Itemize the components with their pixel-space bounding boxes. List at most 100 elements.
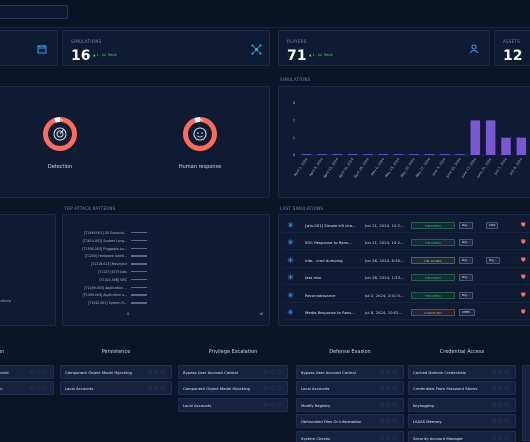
technique-card[interactable]: Local Accounts ◌◌◌ [296, 381, 404, 396]
bar[interactable] [301, 154, 312, 155]
technique-actions[interactable]: ◌◌◌ [263, 385, 283, 392]
technique-actions[interactable]: ◌◌◌ [263, 369, 283, 375]
stat-card-simulations[interactable]: SIMULATIONS 16 ▲ 1 · Jul Trend [62, 30, 270, 66]
calendar-icon [37, 44, 47, 57]
technique-card[interactable]: Component Object Model Hijacking ◌◌◌ [60, 365, 172, 379]
bar[interactable] [455, 154, 465, 155]
human-response-bottom-value: 95 % [194, 145, 203, 149]
technique-card[interactable]: ntation ◌◌◌ [0, 381, 54, 396]
technique-card[interactable]: Obfuscated Files Or Information ◌◌◌ [296, 414, 404, 429]
bar[interactable] [470, 120, 481, 155]
bar[interactable] [317, 154, 327, 155]
attack-pattern-bar[interactable] [131, 278, 147, 281]
attack-pattern-label: [T1218.013] Mavinject [90, 262, 127, 267]
status-badge: ON-GOING [411, 256, 455, 264]
attack-pattern-bar[interactable] [131, 232, 147, 234]
attack-pattern-bar[interactable] [131, 286, 147, 288]
technique-actions[interactable]: ◌◌◌ [147, 385, 167, 392]
bar[interactable] [409, 154, 419, 155]
attack-pattern-label: [T1499.004] Application o... [82, 293, 127, 298]
technique-card[interactable]: Bypass User Account Control ◌◌◌ [178, 365, 288, 379]
technique-actions[interactable]: ◌◌◌ [491, 418, 511, 425]
simulations-chart-title: SIMULATIONS [280, 77, 311, 82]
technique-card[interactable]: LSASS Memory ◌◌◌ [408, 414, 516, 429]
technique-actions[interactable]: ◌◌◌ [379, 369, 399, 375]
shield-icon[interactable]: ⛊ [521, 256, 526, 264]
technique-label: ntation [0, 386, 3, 392]
y-tick-label: 1 [293, 136, 295, 140]
bar[interactable] [393, 154, 404, 155]
simulation-row[interactable]: ✳ Reconnaissance Jul 2, 2024, 2:41:0... … [283, 289, 530, 303]
network-icon: ✳ [287, 221, 294, 230]
shield-icon[interactable]: ⛊ [521, 309, 526, 316]
search-input[interactable] [0, 5, 68, 19]
shield-icon[interactable]: ⛊ [521, 222, 526, 229]
tag-chip[interactable]: Rig... [459, 222, 473, 229]
stat-card-players[interactable]: PLAYERS 71 ▲ 1 · Jul Trend [278, 30, 490, 66]
shield-icon[interactable]: ⛊ [521, 274, 526, 282]
y-tick-label: 0 [293, 153, 296, 157]
technique-card[interactable]: Command ◌◌◌ [0, 365, 54, 379]
bar[interactable] [332, 154, 343, 155]
technique-actions[interactable]: ◌◌◌ [491, 401, 511, 408]
technique-card[interactable]: Component Object Model Hijacking ◌◌◌ [178, 381, 288, 396]
attack-pattern-bar[interactable] [131, 247, 147, 249]
human-response-donut[interactable] [183, 117, 217, 151]
simulation-row[interactable]: ✳ SOC Response to Rans... Jun 21, 2024, … [283, 236, 530, 251]
attack-pattern-bar[interactable] [131, 239, 147, 242]
tag-chip[interactable]: Rig... [459, 239, 473, 247]
technique-card[interactable]: Modify Registry ◌◌◌ [296, 397, 404, 412]
shield-icon[interactable]: ⛊ [521, 291, 526, 299]
attack-pattern-bar[interactable] [131, 263, 147, 265]
attack-pattern-bar[interactable] [131, 294, 147, 296]
bar[interactable] [501, 137, 511, 155]
technique-actions[interactable]: ◌◌◌ [379, 385, 399, 392]
attack-pattern-bar[interactable] [131, 271, 147, 273]
technique-actions[interactable]: ◌◌◌ [29, 385, 49, 392]
bar[interactable] [347, 154, 358, 155]
technique-actions[interactable]: ◌◌◌ [379, 418, 399, 425]
y-tick-label: 2 [293, 119, 295, 123]
simulation-row[interactable]: ✳ Media Response to Rans... Jul 8, 2024,… [283, 306, 530, 320]
detection-donut[interactable] [43, 117, 77, 151]
x-tick-label: June 24, 2024 [475, 157, 492, 179]
bar[interactable] [485, 120, 496, 155]
attack-pattern-bar[interactable] [131, 255, 147, 257]
technique-actions[interactable]: ◌◌◌ [491, 369, 511, 375]
technique-card-partial[interactable] [522, 365, 530, 441]
attack-pattern-bar[interactable] [131, 302, 147, 304]
technique-card[interactable]: Cached Domain Credentials ◌◌◌ [408, 365, 516, 379]
bar[interactable] [439, 154, 450, 155]
bar[interactable] [378, 154, 389, 155]
shield-icon[interactable]: ⛊ [521, 239, 526, 247]
technique-actions[interactable]: ◌◌◌ [263, 401, 283, 408]
technique-actions[interactable]: ◌◌◌ [147, 369, 167, 375]
technique-card[interactable]: Bypass User Account Control ◌◌◌ [296, 365, 404, 379]
technique-actions[interactable]: ◌◌◌ [491, 434, 511, 441]
tag-chip[interactable]: Rig... [459, 256, 473, 264]
simulation-row[interactable]: ✳ [win-001] Simple kill cha... Jun 21, 2… [283, 219, 530, 233]
stat-card-assets[interactable]: ASSETS 12 [494, 30, 530, 66]
technique-card[interactable]: Credentials From Password Stores ◌◌◌ [408, 381, 516, 396]
tag-chip[interactable]: Rig... [486, 256, 500, 264]
technique-actions[interactable]: ◌◌◌ [379, 401, 399, 408]
technique-card[interactable]: Local Accounts ◌◌◌ [60, 381, 172, 396]
technique-card[interactable]: Local Accounts ◌◌◌ [178, 397, 288, 412]
technique-actions[interactable]: ◌◌◌ [491, 385, 511, 392]
technique-card[interactable]: Security Account Manager ◌◌◌ [408, 430, 516, 442]
technique-card[interactable]: System Checks ◌◌◌ [296, 430, 404, 442]
technique-label: Bypass User Account Control [301, 370, 356, 375]
bar[interactable] [516, 137, 527, 155]
bar[interactable] [363, 154, 373, 155]
simulation-row[interactable]: ✳ test mto Jun 28, 2024, 1:53... FINISHE… [283, 271, 530, 286]
simulation-row[interactable]: ✳ mto - cred dumping Jun 26, 2024, 6:30.… [283, 254, 530, 268]
technique-actions[interactable]: ◌◌◌ [379, 434, 399, 441]
tag-chip[interactable]: Rig... [459, 274, 473, 282]
bar[interactable] [424, 154, 435, 155]
technique-card[interactable]: Keylogging ◌◌◌ [408, 397, 516, 412]
tag-chip[interactable]: CERT... [459, 309, 476, 316]
face-icon [183, 117, 217, 151]
tag-chip[interactable]: Rig... [459, 291, 473, 299]
technique-actions[interactable]: ◌◌◌ [29, 369, 49, 375]
tag-chip[interactable]: CEO [486, 222, 499, 229]
